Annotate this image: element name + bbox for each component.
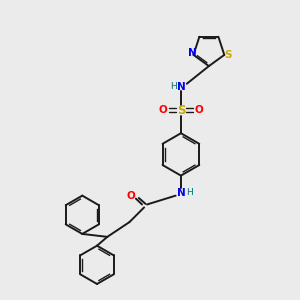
- Text: N: N: [188, 48, 196, 59]
- Text: H: H: [186, 188, 193, 197]
- Text: N: N: [176, 82, 185, 92]
- Text: O: O: [158, 105, 167, 115]
- Text: S: S: [177, 104, 185, 117]
- Text: O: O: [127, 190, 135, 201]
- Text: H: H: [170, 82, 177, 91]
- Text: S: S: [224, 50, 232, 60]
- Text: N: N: [176, 188, 185, 198]
- Text: O: O: [195, 105, 203, 115]
